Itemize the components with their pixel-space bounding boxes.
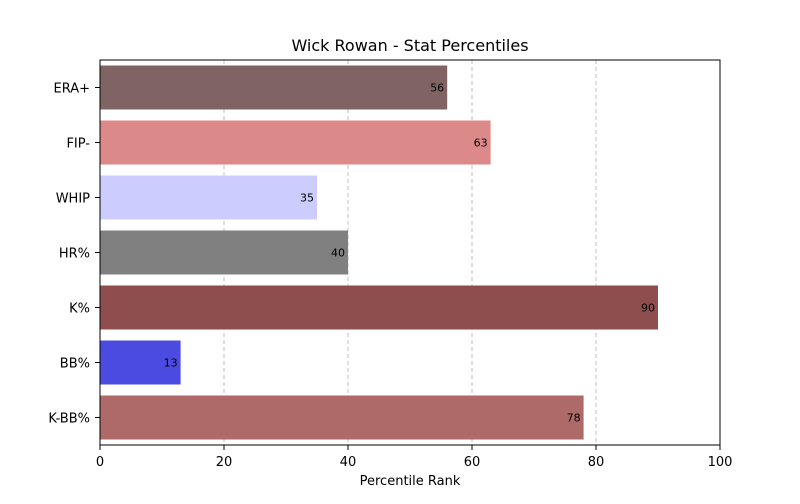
bar-value-label: 63 [474, 137, 488, 150]
x-tick-label: 80 [588, 455, 605, 470]
bar [100, 65, 448, 110]
x-tick-label: 0 [96, 455, 104, 470]
bar [100, 230, 348, 275]
bar-value-label: 35 [300, 192, 314, 205]
y-tick-label: ERA+ [53, 82, 90, 97]
y-tick-label: WHIP [56, 192, 90, 207]
x-tick-label: 20 [216, 455, 233, 470]
bar-value-label: 40 [331, 247, 345, 260]
y-axis: ERA+ FIP- WHIP HR% K% BB% K-BB% [48, 82, 100, 427]
bar [100, 120, 491, 165]
x-tick-label: 40 [340, 455, 357, 470]
x-axis-label: Percentile Rank [360, 474, 461, 489]
bars: 56 63 35 40 90 13 78 [100, 65, 658, 440]
chart-title: Wick Rowan - Stat Percentiles [291, 36, 528, 55]
x-tick-label: 100 [708, 455, 733, 470]
y-tick-label: K% [69, 302, 90, 317]
bar [100, 395, 584, 440]
bar [100, 285, 658, 330]
y-tick-label: K-BB% [48, 412, 90, 427]
bar [100, 175, 317, 220]
bar-value-label: 78 [567, 412, 581, 425]
y-tick-label: BB% [60, 357, 90, 372]
x-tick-label: 60 [464, 455, 481, 470]
y-tick-label: FIP- [66, 137, 90, 152]
bar-value-label: 56 [430, 82, 444, 95]
bar-value-label: 13 [164, 357, 178, 370]
y-tick-label: HR% [59, 247, 90, 262]
bar-value-label: 90 [641, 302, 655, 315]
bar [100, 340, 181, 385]
x-axis: 0 20 40 60 80 100 [96, 445, 733, 470]
